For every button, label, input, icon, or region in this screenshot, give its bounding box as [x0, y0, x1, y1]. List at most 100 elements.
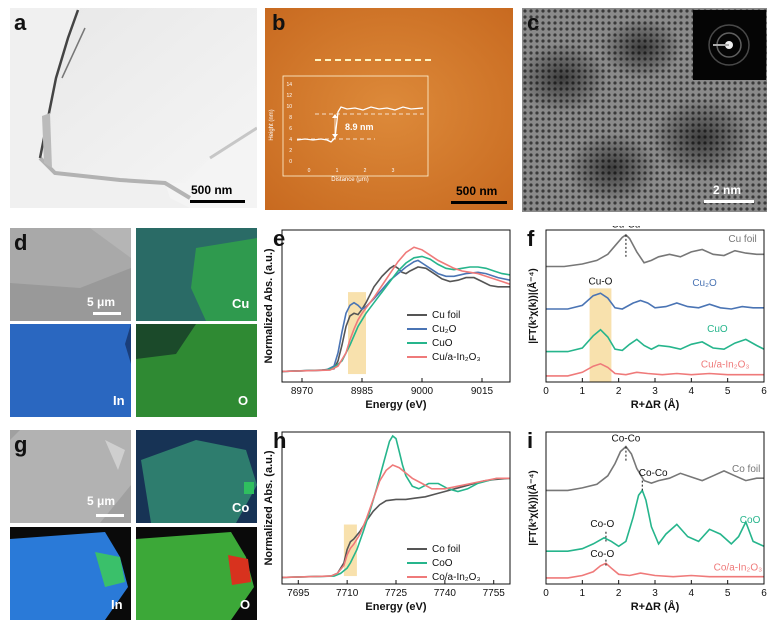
series-line	[281, 477, 511, 579]
panel-c-label: c	[527, 10, 540, 35]
panel-b-scale-bar	[451, 201, 507, 204]
inset-x-ticks: 0 1 2 3	[308, 168, 395, 174]
sem-graphic	[10, 430, 131, 523]
panel-d-scale-text: 5 μm	[87, 295, 116, 309]
series-label: Co/a-In₂O₃	[714, 563, 763, 574]
series-line	[546, 488, 765, 552]
inset-y-ticks: 14 12 10 8 6 4 2 0	[286, 82, 292, 165]
x-tick-label: 6	[761, 588, 767, 599]
x-axis-label: R+ΔR (Å)	[631, 398, 680, 411]
series-line	[281, 246, 511, 373]
panel-a-tem-image	[10, 8, 257, 208]
series-line	[281, 255, 511, 373]
eds-o-g-graphic	[136, 527, 257, 620]
inset-xtick: 1	[336, 168, 339, 174]
edge-highlight	[343, 524, 357, 577]
legend-entry: Co/a-In₂O₃	[432, 572, 481, 583]
panel-g-label: g	[14, 432, 28, 457]
panel-g-sem-image	[10, 430, 131, 523]
legend-entry: CoO	[432, 558, 453, 569]
plot-frame	[545, 431, 765, 585]
inset-xtick: 2	[364, 168, 367, 174]
eds-co-label: Co	[232, 500, 250, 515]
series-line	[546, 328, 765, 353]
peak-annotation: Co-O	[590, 519, 614, 530]
eds-map-in	[10, 324, 131, 417]
x-tick-label: 2	[616, 588, 622, 599]
panel-d-label: d	[14, 230, 28, 255]
inset-ytick: 2	[289, 148, 292, 154]
plot-frame	[281, 229, 511, 383]
x-tick-label: 6	[761, 386, 767, 397]
x-tick-label: 7695	[287, 588, 310, 599]
chart-i-exafs-co: Co foil CoO Co/a-In₂O₃ Co-Co Co-Co Co-O Co-O 0 1…	[526, 431, 767, 613]
x-tick-label: 7725	[385, 588, 408, 599]
inset-ylabel: Height (nm)	[269, 109, 275, 140]
inset-ytick: 10	[286, 104, 292, 110]
eds-map-co	[136, 430, 257, 523]
series-line	[546, 362, 764, 377]
peak-annotation: Cu-Cu	[611, 226, 640, 231]
inset-xtick: 3	[392, 168, 395, 174]
peak-annotation: Cu-O	[589, 277, 613, 288]
panel-d-sem-image	[10, 228, 131, 321]
inset-ytick: 4	[289, 137, 292, 143]
y-axis-label: Normalized Abs. (a.u.)	[263, 450, 275, 565]
eds-map-cu	[136, 228, 257, 321]
eds-cu-graphic	[136, 228, 257, 321]
panel-b-scale-text: 500 nm	[456, 184, 498, 198]
series-label: Cu/a-In₂O₃	[701, 359, 750, 370]
panel-b-label: b	[272, 10, 286, 35]
y-axis-label: Normalized Abs. (a.u.)	[263, 248, 275, 363]
plot-frame	[281, 431, 511, 585]
inset-xtick: 0	[308, 168, 311, 174]
legend-entry: CuO	[432, 338, 453, 349]
eds-o-label: O	[238, 393, 249, 408]
inset-xlabel: Distance (μm)	[331, 177, 368, 183]
panel-g-scale-text: 5 μm	[87, 494, 116, 508]
series-label: CoO	[740, 515, 761, 526]
series-line	[546, 445, 764, 492]
shell-highlight	[589, 288, 612, 382]
x-tick-label: 4	[689, 588, 695, 599]
x-tick-label: 8970	[291, 386, 314, 397]
x-tick-label: 2	[616, 386, 622, 397]
chart-e-xanes-cu: 8970 8985 9000 9015 Energy (eV) Normalized Ab…	[263, 229, 511, 411]
inset-ytick: 14	[286, 82, 292, 88]
eds-in-graphic	[10, 324, 131, 417]
inset-ytick: 0	[289, 159, 292, 165]
x-axis-label: Energy (eV)	[365, 601, 426, 613]
panel-i-label: i	[527, 428, 534, 453]
peak-annotation: Co-Co	[611, 434, 640, 445]
peak-annotation: Co-O	[590, 549, 614, 560]
x-tick-label: 7755	[483, 588, 506, 599]
eds-o-g-label: O	[240, 597, 251, 612]
x-tick-label: 4	[689, 386, 695, 397]
eds-in-g-label: In	[111, 597, 123, 612]
legend-entry: Cu/a-In₂O₃	[432, 352, 481, 363]
sem-graphic	[10, 228, 131, 321]
x-tick-label: 0	[543, 588, 549, 599]
y-axis-label: |FT(k³χ(k))|(Å⁻⁴)	[526, 268, 539, 343]
series-line	[546, 233, 764, 268]
series-line	[281, 264, 510, 373]
series-line	[546, 292, 764, 310]
eds-map-in-g	[10, 527, 131, 620]
x-tick-label: 9000	[411, 386, 434, 397]
inset-ytick: 12	[286, 93, 292, 99]
eds-in-g-graphic	[10, 527, 131, 620]
x-tick-label: 1	[580, 386, 586, 397]
y-axis-label: |FT(k³χ(k))|(Å⁻⁴)	[526, 470, 539, 545]
series-line	[546, 562, 764, 579]
series-line	[281, 434, 510, 579]
inset-height-annotation: 8.9 nm	[345, 122, 374, 132]
legend-entry: Cu foil	[432, 310, 460, 321]
eds-map-o-g	[136, 527, 257, 620]
eds-o-graphic	[136, 324, 257, 417]
eds-in-label: In	[113, 393, 125, 408]
x-tick-label: 3	[652, 588, 658, 599]
x-axis-label: R+ΔR (Å)	[631, 600, 680, 613]
chart-h-xanes-co: 7695 7710 7725 7740 7755 Energy (eV) Normalize…	[263, 431, 511, 613]
panel-a-scale-text: 500 nm	[191, 183, 233, 197]
tem-image-graphic	[10, 8, 257, 208]
